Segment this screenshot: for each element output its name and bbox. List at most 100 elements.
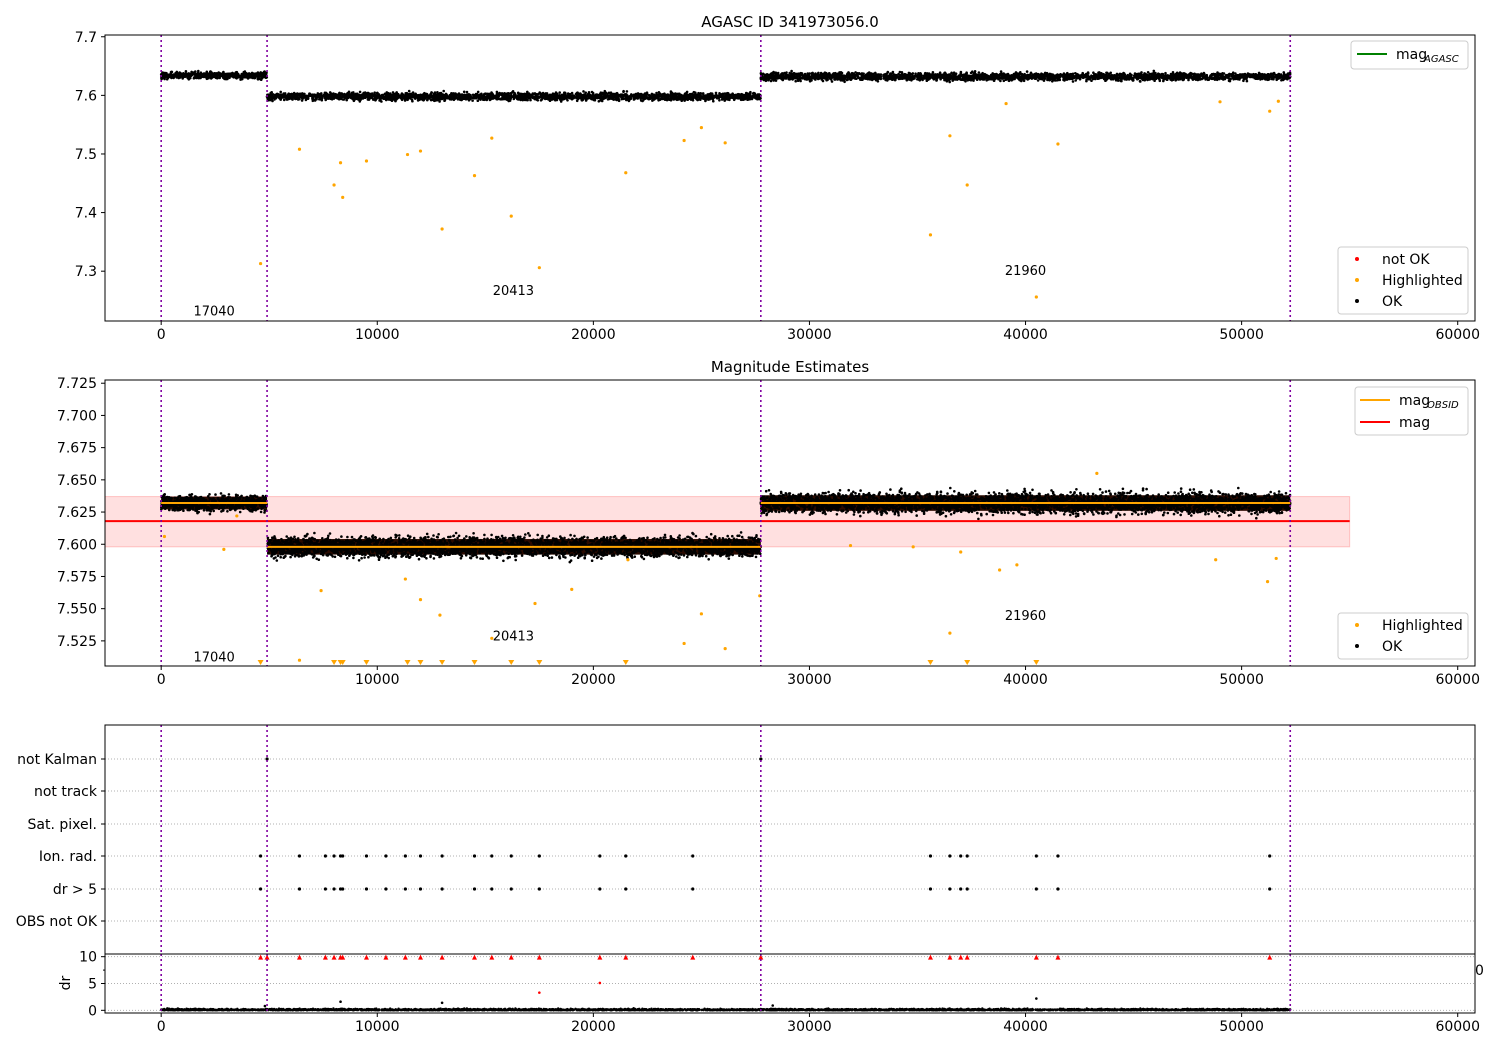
agasc-ok-point: [735, 95, 738, 99]
agasc-ok-point: [751, 96, 755, 99]
agasc-ok-point: [790, 69, 793, 73]
agasc-ok-point: [1031, 75, 1034, 79]
agasc-ok-point: [530, 93, 534, 97]
agasc-ok-point: [406, 95, 410, 98]
agasc-ok-point: [757, 93, 761, 96]
agasc-ok-point: [660, 93, 663, 97]
agasc-ok-point: [945, 80, 949, 83]
agasc-ok-point: [722, 95, 726, 98]
agasc-ok-point: [533, 92, 537, 95]
agasc-ok-point: [508, 95, 511, 99]
agasc-ok-point: [538, 91, 541, 94]
agasc-ok-point: [455, 93, 459, 96]
agasc-ok-point: [723, 92, 727, 95]
agasc-ok-point: [570, 91, 574, 95]
agasc-ok-point: [462, 97, 465, 101]
agasc-data-group: [159, 69, 1292, 299]
agasc-ok-point: [582, 90, 585, 93]
agasc-ok-point: [326, 97, 330, 100]
agasc-ok-point: [753, 92, 756, 96]
agasc-ok-point: [233, 72, 237, 75]
agasc-ok-point: [560, 93, 564, 97]
agasc-ok-point: [584, 99, 588, 102]
agasc-ok-point: [415, 94, 418, 98]
agasc-ok-point: [474, 94, 477, 97]
agasc-ok-point: [679, 97, 683, 101]
agasc-ok-point: [394, 98, 397, 102]
agasc-ok-point: [662, 97, 665, 100]
agasc-ok-point: [513, 91, 516, 95]
clipped-tick-label: 0: [1475, 963, 1484, 979]
agasc-ok-point: [587, 91, 591, 94]
agasc-ok-point: [697, 91, 700, 95]
agasc-ok-point: [355, 97, 359, 100]
agasc-ok-point: [578, 94, 582, 98]
agasc-ok-point: [759, 72, 763, 75]
agasc-ok-point: [642, 98, 645, 102]
agasc-ok-point: [450, 92, 453, 95]
agasc-ok-point: [207, 74, 210, 77]
agasc-ok-point: [466, 93, 469, 96]
agasc-ok-point: [727, 95, 731, 99]
agasc-ok-point: [669, 98, 673, 102]
agasc-ok-point: [304, 98, 308, 102]
agasc-ok-point: [977, 71, 981, 74]
agasc-ok-point: [627, 96, 631, 99]
agasc-ok-point: [587, 97, 590, 100]
agasc-ok-point: [306, 96, 310, 100]
agasc-ok-point: [630, 93, 633, 96]
agasc-ok-point: [715, 97, 719, 100]
agasc-ok-point: [622, 89, 625, 93]
agasc-ok-point: [251, 74, 255, 78]
agasc-ok-point: [275, 95, 279, 99]
agasc-ok-point: [568, 95, 571, 99]
agasc-ok-point: [188, 74, 192, 77]
agasc-ok-point: [615, 97, 618, 100]
agasc-ok-point: [196, 71, 200, 75]
agasc-ok-point: [256, 74, 260, 78]
agasc-ok-point: [338, 92, 341, 95]
agasc-ok-point: [738, 94, 742, 98]
agasc-ok-point: [1014, 71, 1018, 74]
agasc-ok-point: [302, 95, 306, 98]
agasc-ok-point: [575, 91, 579, 95]
agasc-ok-point: [517, 94, 521, 97]
agasc-ok-point: [1232, 78, 1235, 81]
agasc-ok-point: [240, 75, 244, 78]
agasc-ok-point: [373, 93, 377, 96]
agasc-ok-point: [741, 94, 745, 97]
agasc-ok-point: [316, 92, 320, 95]
agasc-ok-point: [586, 94, 590, 98]
agasc-ok-point: [539, 99, 543, 102]
agasc-ok-point: [247, 75, 250, 79]
agasc-ok-point: [600, 93, 603, 96]
agasc-ok-point: [174, 73, 177, 77]
agasc-ok-point: [291, 93, 294, 96]
agasc-ok-point: [341, 98, 345, 101]
agasc-ok-point: [719, 93, 723, 96]
agasc-ok-point: [422, 95, 425, 98]
agasc-ok-point: [711, 97, 714, 101]
agasc-ok-point: [471, 96, 475, 100]
agasc-ok-point: [572, 95, 575, 99]
agasc-ok-point: [471, 99, 474, 102]
agasc-ok-point: [243, 70, 247, 73]
agasc-ok-point: [443, 99, 446, 102]
agasc-ok-point: [170, 70, 174, 74]
agasc-ok-point: [491, 95, 495, 99]
agasc-ok-point: [1025, 70, 1029, 73]
agasc-ok-point: [538, 95, 542, 99]
agasc-ok-point: [712, 99, 715, 103]
agasc-ok-point: [749, 90, 752, 94]
agasc-ok-point: [197, 69, 200, 73]
agasc-ok-point: [269, 94, 273, 97]
agasc-ok-point: [509, 92, 513, 95]
agasc-ok-point: [400, 98, 404, 102]
agasc-ok-point: [334, 92, 337, 96]
agasc-ok-point: [744, 96, 748, 99]
agasc-ok-point: [320, 92, 323, 95]
agasc-ok-point: [500, 97, 503, 100]
agasc-ok-point: [583, 93, 587, 97]
agasc-ok-point: [358, 90, 362, 94]
agasc-ok-point: [353, 98, 356, 102]
